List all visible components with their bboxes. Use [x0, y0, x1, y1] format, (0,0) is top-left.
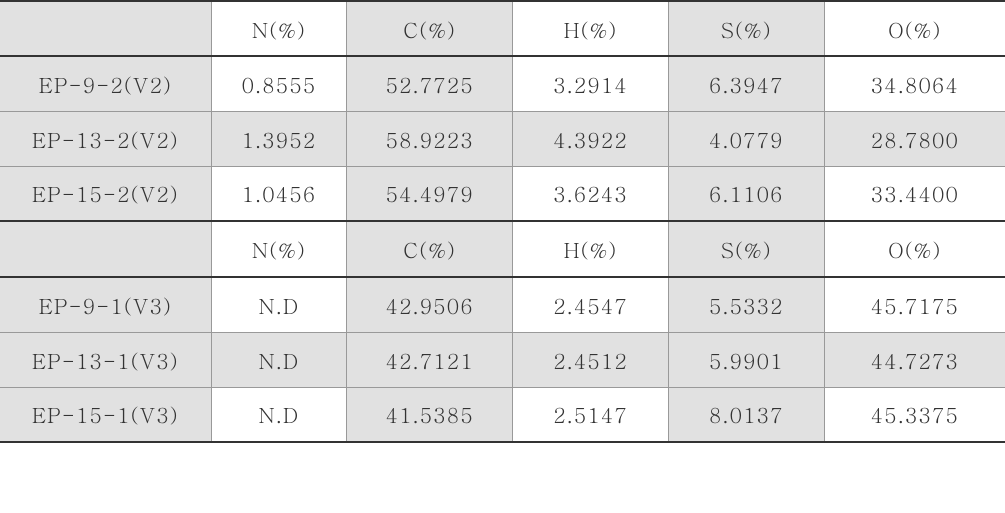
header-s: S(%): [668, 1, 824, 56]
cell-n: N.D: [211, 332, 347, 387]
cell-o: 45.7175: [824, 277, 1005, 332]
header-c: C(%): [347, 1, 513, 56]
row-label: EP-9-2(V2): [0, 56, 211, 111]
cell-o: 33.4400: [824, 166, 1005, 221]
table-row: EP-13-2(V2) 1.3952 58.9223 4.3922 4.0779…: [0, 111, 1005, 166]
cell-h: 2.5147: [513, 387, 669, 442]
header-o: O(%): [824, 1, 1005, 56]
cell-n: 1.0456: [211, 166, 347, 221]
table-row: EP-15-1(V3) N.D 41.5385 2.5147 8.0137 45…: [0, 387, 1005, 442]
cell-s: 8.0137: [668, 387, 824, 442]
table-row: EP-13-1(V3) N.D 42.7121 2.4512 5.9901 44…: [0, 332, 1005, 387]
cell-n: 0.8555: [211, 56, 347, 111]
header-o: O(%): [824, 222, 1005, 277]
cell-c: 42.9506: [347, 277, 513, 332]
row-label: EP-9-1(V3): [0, 277, 211, 332]
cell-o: 45.3375: [824, 387, 1005, 442]
header-row: N(%) C(%) H(%) S(%) O(%): [0, 1, 1005, 56]
row-label: EP-13-1(V3): [0, 332, 211, 387]
table-row: EP-15-2(V2) 1.0456 54.4979 3.6243 6.1106…: [0, 166, 1005, 221]
header-h: H(%): [513, 1, 669, 56]
tables-container: N(%) C(%) H(%) S(%) O(%) EP-9-2(V2) 0.85…: [0, 0, 1005, 443]
cell-s: 5.9901: [668, 332, 824, 387]
header-s: S(%): [668, 222, 824, 277]
header-n: N(%): [211, 222, 347, 277]
cell-c: 52.7725: [347, 56, 513, 111]
cell-c: 58.9223: [347, 111, 513, 166]
cell-o: 34.8064: [824, 56, 1005, 111]
table-body-block1: EP-9-2(V2) 0.8555 52.7725 3.2914 6.3947 …: [0, 56, 1005, 221]
row-label: EP-15-1(V3): [0, 387, 211, 442]
data-table-block2: N(%) C(%) H(%) S(%) O(%) EP-9-1(V3) N.D …: [0, 222, 1005, 443]
header-row: N(%) C(%) H(%) S(%) O(%): [0, 222, 1005, 277]
cell-s: 6.1106: [668, 166, 824, 221]
header-blank: [0, 1, 211, 56]
cell-h: 3.6243: [513, 166, 669, 221]
cell-h: 3.2914: [513, 56, 669, 111]
cell-h: 2.4512: [513, 332, 669, 387]
cell-o: 44.7273: [824, 332, 1005, 387]
cell-n: N.D: [211, 277, 347, 332]
table-row: EP-9-2(V2) 0.8555 52.7725 3.2914 6.3947 …: [0, 56, 1005, 111]
table-row: EP-9-1(V3) N.D 42.9506 2.4547 5.5332 45.…: [0, 277, 1005, 332]
header-n: N(%): [211, 1, 347, 56]
cell-s: 5.5332: [668, 277, 824, 332]
cell-s: 6.3947: [668, 56, 824, 111]
header-c: C(%): [347, 222, 513, 277]
header-blank: [0, 222, 211, 277]
cell-c: 42.7121: [347, 332, 513, 387]
data-table-block1: N(%) C(%) H(%) S(%) O(%) EP-9-2(V2) 0.85…: [0, 0, 1005, 222]
cell-n: 1.3952: [211, 111, 347, 166]
table-body-block2: EP-9-1(V3) N.D 42.9506 2.4547 5.5332 45.…: [0, 277, 1005, 442]
cell-s: 4.0779: [668, 111, 824, 166]
cell-n: N.D: [211, 387, 347, 442]
row-label: EP-15-2(V2): [0, 166, 211, 221]
cell-h: 4.3922: [513, 111, 669, 166]
cell-o: 28.7800: [824, 111, 1005, 166]
row-label: EP-13-2(V2): [0, 111, 211, 166]
cell-c: 41.5385: [347, 387, 513, 442]
cell-h: 2.4547: [513, 277, 669, 332]
header-h: H(%): [513, 222, 669, 277]
cell-c: 54.4979: [347, 166, 513, 221]
